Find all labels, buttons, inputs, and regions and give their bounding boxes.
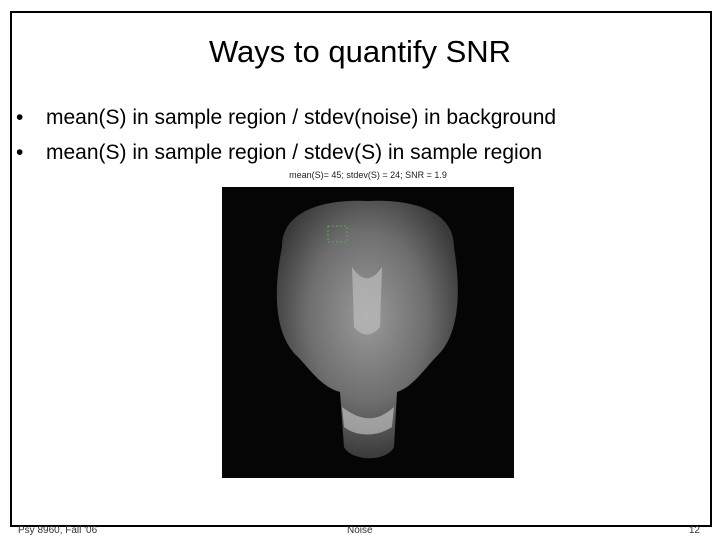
slide-frame [10,11,712,527]
bullet: mean(S) in sample region / stdev(S) in s… [16,135,556,170]
bullet-text: mean(S) in sample region / stdev(S) in s… [46,141,543,164]
bullet-list: mean(S) in sample region / stdev(noise) … [16,100,556,170]
slide-title: Ways to quantify SNR [208,34,512,69]
bullet-text: mean(S) in sample region / stdev(noise) … [46,106,557,129]
footer-left: Psy 8960, Fall '06 [18,525,98,536]
mri-image [222,187,514,478]
image-caption: mean(S)= 45; stdev(S) = 24; SNR = 1.9 [289,170,447,180]
footer-center: Noise [347,525,373,536]
footer-right: 12 [688,525,700,536]
bullet: mean(S) in sample region / stdev(noise) … [16,100,556,135]
sample-region [327,225,348,243]
